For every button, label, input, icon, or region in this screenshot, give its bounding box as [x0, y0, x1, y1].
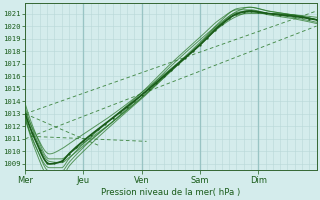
- Point: [176, 62, 181, 65]
- Point: [190, 50, 195, 53]
- Point: [314, 18, 319, 21]
- Point: [234, 12, 239, 16]
- Point: [37, 148, 42, 151]
- Point: [74, 146, 79, 149]
- X-axis label: Pression niveau de la mer( hPa ): Pression niveau de la mer( hPa ): [101, 188, 240, 197]
- Point: [52, 162, 57, 165]
- Point: [44, 161, 50, 164]
- Point: [241, 10, 246, 13]
- Point: [30, 132, 35, 135]
- Point: [95, 128, 100, 131]
- Point: [103, 122, 108, 125]
- Point: [285, 14, 290, 17]
- Point: [110, 117, 115, 120]
- Point: [132, 99, 137, 103]
- Point: [154, 81, 159, 84]
- Point: [248, 9, 253, 13]
- Point: [219, 22, 224, 26]
- Point: [212, 29, 217, 32]
- Point: [139, 93, 144, 97]
- Point: [183, 56, 188, 59]
- Point: [117, 111, 123, 114]
- Point: [270, 12, 276, 16]
- Point: [256, 10, 261, 13]
- Point: [292, 15, 297, 18]
- Point: [66, 152, 71, 155]
- Point: [81, 139, 86, 142]
- Point: [59, 160, 64, 163]
- Point: [205, 36, 210, 39]
- Point: [307, 17, 312, 20]
- Point: [277, 13, 283, 16]
- Point: [147, 87, 152, 90]
- Point: [227, 17, 232, 20]
- Point: [161, 75, 166, 78]
- Point: [300, 16, 305, 19]
- Point: [88, 133, 93, 137]
- Point: [197, 43, 203, 46]
- Point: [168, 68, 173, 72]
- Point: [23, 112, 28, 115]
- Point: [263, 12, 268, 15]
- Point: [124, 105, 130, 108]
